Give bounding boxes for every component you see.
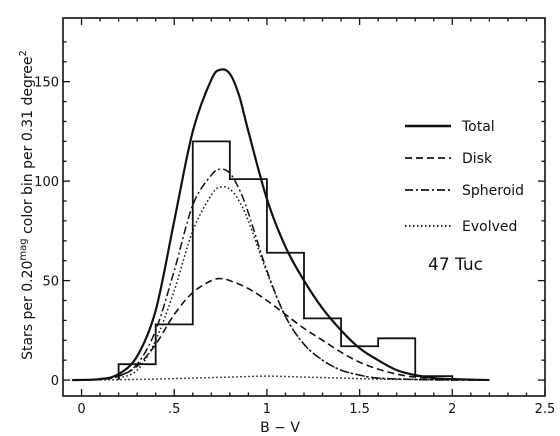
- histogram: [117, 140, 454, 381]
- series-line-disk: [72, 277, 490, 381]
- x-tick-label-4: 2: [448, 402, 456, 417]
- y-axis-label-superscript-2: 2: [18, 50, 29, 56]
- series-line-extra-4: [118, 185, 453, 381]
- y-tick-label-0: 0: [51, 374, 59, 389]
- histogram-outline: [117, 140, 454, 381]
- x-tick-label-2: 1: [263, 402, 271, 417]
- x-axis-ticks: 0 .5 1 1.5 2 2.5: [77, 18, 555, 417]
- y-axis-label-main: Stars per 0.20: [20, 261, 36, 360]
- y-axis-label: Stars per 0.20mag color bin per 0.31 deg…: [18, 50, 36, 360]
- series-line-spheroid: [72, 168, 490, 381]
- legend-label-disk: Disk: [462, 151, 493, 167]
- y-axis-label-rest: color bin per 0.31 degree: [20, 56, 36, 238]
- x-tick-label-3: 1.5: [349, 402, 370, 417]
- y-tick-label-1: 50: [42, 275, 59, 290]
- y-tick-label-3: 150: [34, 76, 59, 91]
- legend-label-total: Total: [461, 119, 495, 135]
- curves: [72, 68, 490, 382]
- x-axis-label: B − V: [260, 420, 300, 436]
- y-tick-label-2: 100: [34, 175, 59, 190]
- y-axis-label-superscript: mag: [18, 238, 29, 260]
- series-line-total: [72, 68, 490, 382]
- legend: Total Disk Spheroid Evolved: [405, 119, 524, 235]
- x-tick-label-1: .5: [168, 402, 180, 417]
- legend-label-evolved: Evolved: [462, 219, 517, 235]
- annotation-47-tuc: 47 Tuc: [428, 255, 483, 275]
- x-tick-label-0: 0: [77, 402, 85, 417]
- y-axis-ticks: 0 50 100 150: [34, 41, 545, 389]
- series-line-evolved: [72, 375, 490, 381]
- x-tick-label-5: 2.5: [535, 402, 556, 417]
- legend-label-spheroid: Spheroid: [462, 183, 524, 199]
- plot-frame: [62, 17, 546, 397]
